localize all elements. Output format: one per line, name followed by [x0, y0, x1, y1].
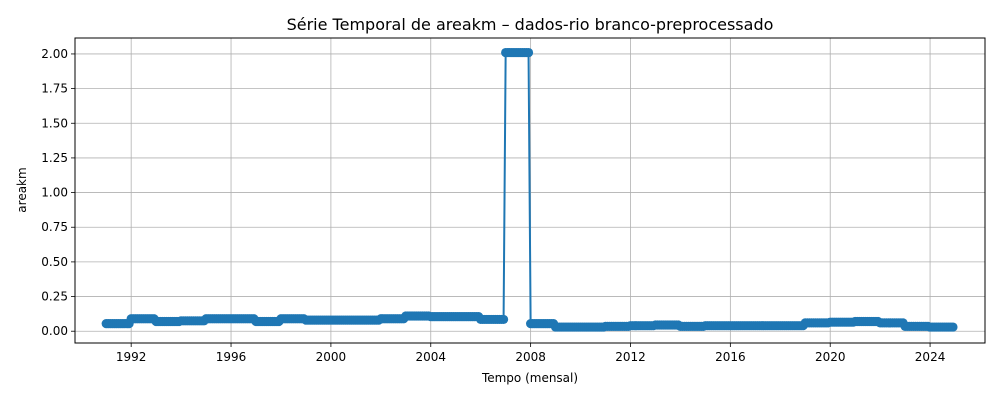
- y-tick-label: 1.75: [41, 82, 68, 96]
- y-axis-label: areakm: [15, 167, 29, 212]
- y-tick-label: 1.00: [41, 186, 68, 200]
- data-point: [948, 322, 958, 332]
- y-tick-label: 0.25: [41, 290, 68, 304]
- chart-title: Série Temporal de areakm – dados-rio bra…: [287, 15, 774, 34]
- plot-frame: [74, 37, 986, 344]
- x-tick-label: 1992: [116, 350, 147, 364]
- x-axis: 1992 1996 2000 2004 2008 2012 2016 2020 2024: [116, 343, 945, 364]
- y-tick-label: 1.50: [41, 116, 68, 130]
- y-tick-label: 0.00: [41, 324, 68, 338]
- x-tick-label: 1996: [216, 350, 247, 364]
- x-tick-label: 2008: [515, 350, 546, 364]
- y-tick-label: 0.50: [41, 255, 68, 269]
- x-tick-label: 2012: [615, 350, 646, 364]
- x-axis-label: Tempo (mensal): [481, 371, 578, 385]
- y-tick-label: 0.75: [41, 220, 68, 234]
- series-line: [106, 51, 953, 329]
- data-point: [498, 314, 509, 325]
- x-tick-label: 2020: [815, 350, 846, 364]
- data-point: [523, 47, 534, 58]
- y-tick-label: 2.00: [41, 47, 68, 61]
- x-tick-label: 2024: [915, 350, 946, 364]
- x-tick-label: 2000: [316, 350, 347, 364]
- x-tick-label: 2004: [415, 350, 446, 364]
- series-layer: [101, 47, 958, 332]
- y-axis: 0.00 0.25 0.50 0.75 1.00 1.25 1.50 1.75 2.00: [41, 47, 75, 338]
- x-tick-label: 2016: [715, 350, 746, 364]
- y-tick-label: 1.25: [41, 151, 68, 165]
